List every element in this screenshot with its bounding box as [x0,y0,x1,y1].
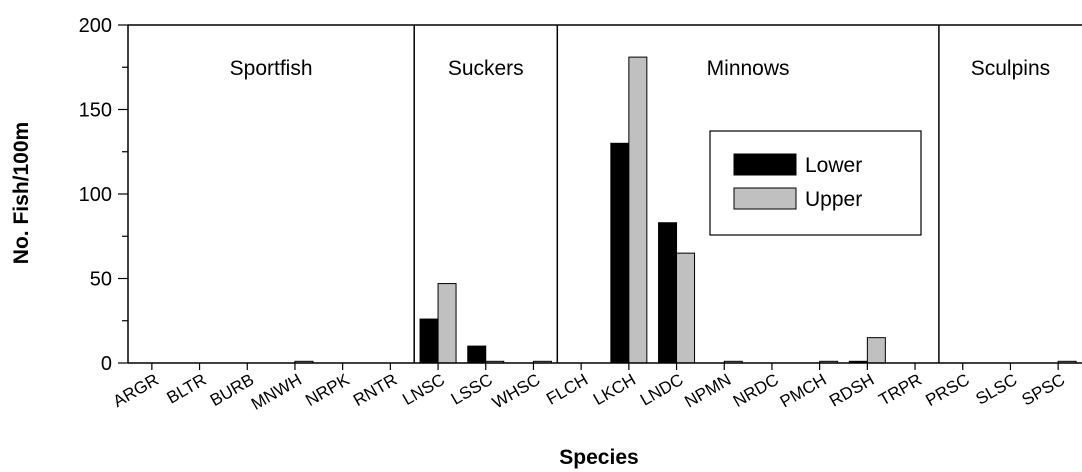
x-tick-label-mnwh: MNWH [248,370,305,414]
x-tick-label-lssc: LSSC [448,370,496,409]
x-tick-label-pmch: PMCH [777,370,830,411]
bar-upper-lkch [628,56,648,364]
y-tick-label: 150 [79,100,112,122]
y-tick-labels: 0 50 100 150 200 [79,15,112,375]
group-label-sculpins: Sculpins [971,57,1050,80]
legend-swatch-lower [733,153,797,176]
x-tick-label-bltr: BLTR [164,370,210,408]
group-label-minnows: Minnows [707,57,790,80]
x-tick-label-argr: ARGR [110,370,162,411]
x-tick-label-nrpk: NRPK [302,370,353,410]
axes-layer [118,24,1082,370]
group-label-sportfish: Sportfish [230,57,313,80]
x-tick-label-npmn: NPMN [681,370,734,411]
x-tick-label-lnsc: LNSC [399,370,448,409]
x-tick-label-flch: FLCH [543,370,591,409]
x-tick-label-lkch: LKCH [590,370,639,409]
y-axis-title: No. Fish/100m [10,122,33,264]
x-tick-label-nrdc: NRDC [730,370,782,411]
bar-upper-rdsh [866,337,886,364]
bar-lower-lkch [610,142,630,364]
bar-lower-lnsc [419,318,439,364]
x-tick-label-trpr: TRPR [875,370,925,410]
group-label-suckers: Suckers [448,57,524,80]
legend-label-lower: Lower [805,154,862,177]
legend-box [709,130,922,236]
x-tick-label-slsc: SLSC [972,370,1020,409]
y-tick-label: 100 [79,184,112,206]
y-tick-label: 50 [90,269,112,291]
bar-upper-lndc [676,252,696,364]
y-tick-label: 0 [101,353,112,375]
y-tick-label: 200 [79,15,112,37]
group-layer: Sportfish Suckers Minnows Sculpins [230,25,1050,363]
x-tick-label-lndc: LNDC [637,370,687,410]
legend-label-upper: Upper [805,188,862,211]
bar-lower-lssc [467,345,487,364]
x-tick-label-prsc: PRSC [922,370,972,410]
x-tick-label-whsc: WHSC [489,370,543,412]
legend: Lower Upper [709,130,922,236]
legend-swatch-upper [733,187,797,210]
x-tick-label-rdsh: RDSH [826,370,877,411]
x-tick-label-rntr: RNTR [350,370,400,410]
x-axis-title: Species [559,446,638,469]
bar-upper-lnsc [437,283,457,364]
x-tick-label-spsc: SPSC [1019,370,1069,410]
bar-lower-lndc [658,222,678,364]
bars-layer [294,56,1077,364]
x-tick-label-burb: BURB [207,370,257,410]
